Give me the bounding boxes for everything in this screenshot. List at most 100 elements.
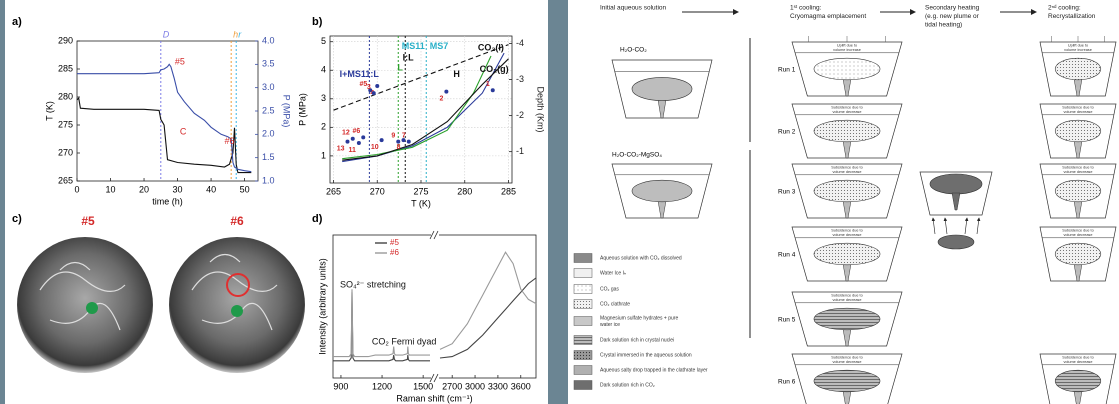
y-axis-label: Intensity (arbitrary units) [317, 258, 327, 355]
sample-spot [86, 302, 98, 314]
heat-arrow [976, 217, 981, 235]
point-label: 13 [337, 145, 345, 152]
data-point [379, 138, 384, 143]
point-label: 2 [439, 96, 443, 103]
x-tick-label: 1500 [413, 381, 433, 391]
series-line [333, 251, 537, 358]
state-note: Subsidence due to [831, 229, 862, 233]
reservoir [813, 57, 881, 81]
y2-tick-label: -3 [516, 74, 524, 84]
x-tick-label: 3300 [488, 381, 508, 391]
state-note: Subsidence due to [831, 166, 862, 170]
legend-swatch [573, 316, 593, 326]
column-header: Recrystallization [1048, 13, 1096, 20]
data-point [361, 135, 366, 140]
chart: a) 0 10 20 30 40 50 265 270 275 280 285 290 1.0 1.5 2.0… [12, 16, 292, 206]
state-note: Subsidence due to [1062, 229, 1093, 233]
break-mark [433, 373, 439, 383]
reservoir [631, 77, 693, 101]
legend-label: Crystal immersed in the aqueous solution [600, 352, 692, 358]
column-header: tidal heating) [925, 22, 962, 29]
panel-label: a) [12, 16, 22, 28]
photo-panel: c) #5 #6 [12, 213, 305, 373]
reservoir [813, 307, 881, 331]
y2-tick-label: -4 [516, 38, 524, 48]
point-label: 10 [371, 144, 379, 151]
legend-swatch [573, 299, 593, 309]
state-note: volume decrease [833, 233, 862, 237]
state-note: Subsidence due to [831, 294, 862, 298]
legend-swatch [573, 365, 593, 375]
reservoir [631, 179, 693, 203]
point-label: #6 [352, 128, 360, 135]
x-tick-label: 50 [240, 184, 250, 194]
reference-label: r [238, 29, 242, 39]
annotation: H [453, 69, 460, 79]
x-tick-label: 10 [106, 184, 116, 194]
column-header: 1ˢᵗ cooling: [790, 5, 822, 12]
legend-swatch [573, 335, 593, 345]
reservoir [1054, 119, 1102, 143]
column-header: Secondary heating [925, 5, 980, 12]
legend-label: Magnesium sulfate hydrates + pure [600, 315, 678, 321]
break-mark [433, 230, 439, 240]
heat-arrow [964, 217, 969, 235]
state-note: Uplift due to [837, 44, 857, 48]
y-tick-label: 285 [58, 63, 73, 73]
column-header: Cryomagma emplacement [790, 13, 866, 20]
heat-arrow [943, 217, 948, 235]
highlight-circle [226, 273, 250, 297]
sample-spot [231, 305, 243, 317]
state-note: Subsidence due to [1062, 356, 1093, 360]
annotation: CO₂(l) [478, 42, 504, 52]
point-label: 1 [486, 81, 490, 88]
annotation: MS7 [430, 41, 449, 51]
y-tick-label: 5 [321, 36, 326, 46]
run-label: Run 1 [778, 67, 796, 74]
series-line [77, 63, 252, 173]
y-tick-label: 275 [58, 119, 73, 129]
x-tick-label: 40 [206, 184, 216, 194]
y-tick-label: 3 [321, 93, 326, 103]
state-note: volume decrease [833, 298, 862, 302]
y2-tick-label: 3.0 [262, 82, 275, 92]
y-axis-label: P (MPa) [297, 93, 307, 126]
reservoir [1054, 57, 1102, 81]
annotation: C [180, 126, 187, 136]
legend-label: Dark solution rich in CO₂ [600, 382, 655, 388]
y-tick-label: 280 [58, 91, 73, 101]
state-note: volume increase [833, 48, 861, 52]
y2-axis-label: P (MPa) [282, 95, 292, 128]
chart: d) 900 1200 1500 2700 3000 3300 3600 Raman shift… [312, 213, 537, 403]
annotation: #6 [224, 136, 234, 146]
column-header: (e.g. new plume or [925, 13, 980, 20]
y2-tick-label: 2.0 [262, 129, 275, 139]
legend-swatch [573, 268, 593, 278]
point-label: 9 [391, 132, 395, 139]
x-axis-label: T (K) [411, 198, 431, 208]
run-label: Run 3 [778, 189, 796, 196]
run-label: Run 6 [778, 379, 796, 386]
y2-tick-label: -1 [516, 146, 524, 156]
data-point [350, 136, 355, 141]
secondary-heating [919, 171, 993, 250]
state-note: volume decrease [833, 110, 862, 114]
annotation: #5 [175, 56, 185, 66]
point-label: 7 [402, 132, 406, 139]
state-note: volume decrease [1064, 233, 1093, 237]
photo-label: #5 [81, 214, 95, 228]
annotation: CO₂(g) [480, 64, 509, 74]
legend-swatch [573, 284, 593, 294]
point-label: 12 [342, 130, 350, 137]
series-line [76, 96, 252, 174]
legend-label: CO₂ gas [600, 286, 619, 292]
y2-tick-label: 1.0 [262, 175, 275, 185]
run-label: Run 2 [778, 129, 796, 136]
reservoir [813, 179, 881, 203]
series-line [342, 55, 492, 160]
reservoir [1054, 369, 1102, 393]
